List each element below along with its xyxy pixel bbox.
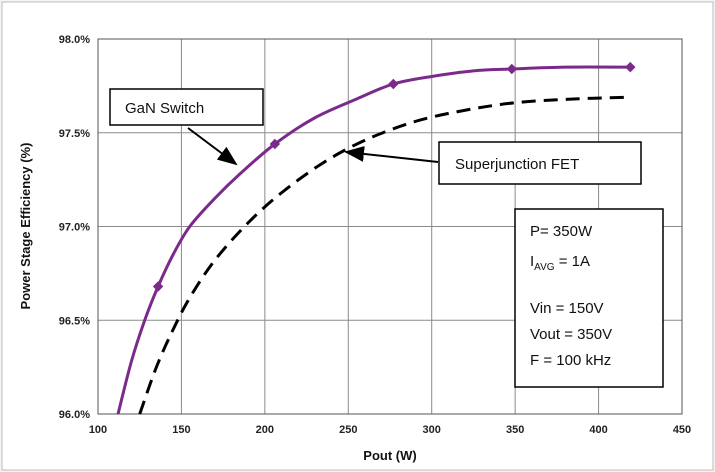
series-line-superjunction-fet xyxy=(138,95,631,415)
x-tick-label: 400 xyxy=(589,424,607,436)
y-tick-label: 97.0% xyxy=(59,222,90,234)
x-tick-label: 100 xyxy=(89,424,107,436)
data-point-gan-switch xyxy=(625,61,636,73)
annotation-sj-label: Superjunction FET xyxy=(455,156,579,173)
y-axis-title: Power Stage Efficiency (%) xyxy=(18,143,33,310)
data-point-gan-switch xyxy=(388,78,399,90)
series-layer xyxy=(116,61,636,415)
data-point-gan-switch xyxy=(269,138,281,150)
condition-vin: Vin = 150V xyxy=(530,300,604,317)
x-tick-label: 150 xyxy=(172,424,190,436)
x-axis-title: Pout (W) xyxy=(363,448,416,463)
annotation-superjunction: Superjunction FET xyxy=(344,141,642,185)
y-tick-label: 96.5% xyxy=(59,315,90,327)
conditions-box: P= 350W IAVG = 1A Vin = 150V Vout = 350V… xyxy=(514,208,664,388)
annotation-gan-label: GaN Switch xyxy=(125,100,204,117)
condition-iavg: IAVG = 1A xyxy=(530,253,590,273)
x-tick-label: 200 xyxy=(256,424,274,436)
annotation-sj-box xyxy=(438,141,642,185)
x-tick-label: 250 xyxy=(339,424,357,436)
data-point-gan-switch xyxy=(152,281,164,292)
condition-iavg-symbol: I xyxy=(530,253,534,270)
annotation-gan-arrow xyxy=(187,127,238,166)
plot-border xyxy=(97,38,683,415)
x-tick-label: 350 xyxy=(506,424,524,436)
data-point-gan-switch xyxy=(506,63,518,75)
condition-power: P= 350W xyxy=(530,223,593,240)
x-tick-label: 450 xyxy=(673,424,691,436)
axes: 100 150 200 250 300 350 400 450 96.0% 96.5% 97.0% 9… xyxy=(59,34,691,436)
condition-iavg-value: = 1A xyxy=(555,253,590,270)
condition-vout: Vout = 350V xyxy=(530,326,612,343)
conditions-frame xyxy=(514,208,664,388)
annotation-gan-box xyxy=(109,88,264,126)
y-tick-label: 98.0% xyxy=(59,34,90,46)
annotation-sj-arrow xyxy=(344,145,439,163)
annotation-gan-switch: GaN Switch xyxy=(109,88,264,166)
y-tick-label: 97.5% xyxy=(59,128,90,140)
x-tick-label: 300 xyxy=(423,424,441,436)
condition-iavg-subscript: AVG xyxy=(534,262,555,273)
y-tick-label: 96.0% xyxy=(59,409,90,421)
condition-frequency: F = 100 kHz xyxy=(530,352,611,369)
